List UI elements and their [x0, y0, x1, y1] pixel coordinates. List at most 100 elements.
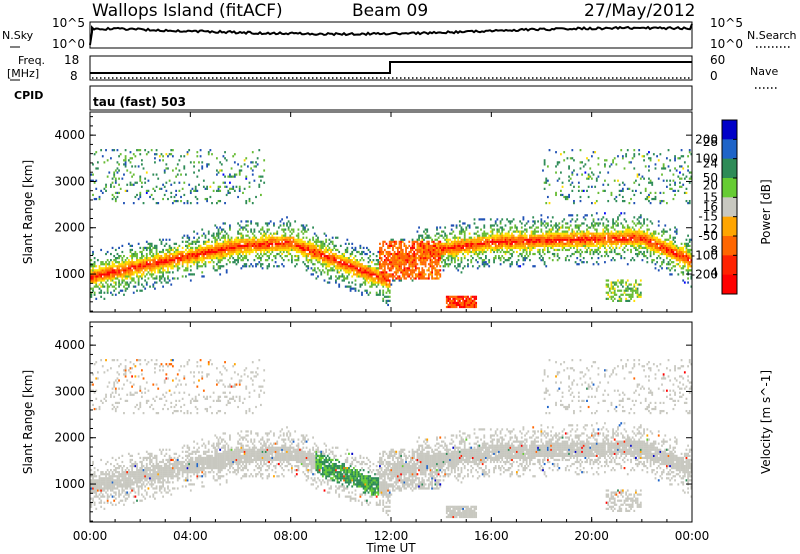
- echo-cell: [605, 240, 608, 243]
- echo-cell: [260, 257, 262, 260]
- echo-cell: [220, 254, 223, 258]
- echo-cell: [594, 240, 597, 243]
- echo-cell: [519, 240, 522, 243]
- echo-cell: [375, 277, 378, 280]
- echo-cell: [514, 230, 517, 233]
- echo-cell: [100, 277, 103, 280]
- echo-cell: [305, 265, 308, 268]
- echo-cell: [387, 259, 389, 262]
- echo-cell: [140, 259, 143, 262]
- echo-cell: [507, 232, 510, 235]
- echo-cell: [623, 167, 626, 170]
- echo-cell: [256, 222, 259, 225]
- echo-cell: [566, 226, 569, 229]
- echo-cell: [176, 269, 179, 272]
- echo-cell: [367, 273, 370, 276]
- echo-cell: [90, 271, 93, 274]
- echo-cell: [370, 273, 373, 276]
- echo-cell: [207, 153, 210, 156]
- echo-cell: [325, 261, 328, 264]
- echo-cell: [300, 230, 303, 233]
- echo-cell: [163, 171, 166, 174]
- echo-cell: [610, 230, 613, 233]
- echo-cell: [145, 259, 148, 262]
- echo-cell: [162, 259, 164, 262]
- echo-cell: [388, 240, 391, 243]
- echo-cell: [617, 285, 619, 288]
- echo-cell: [233, 240, 236, 243]
- echo-cell: [370, 277, 373, 280]
- echo-cell: [485, 232, 487, 235]
- echo-cell: [139, 275, 142, 278]
- echo-cell: [610, 244, 613, 247]
- echo-cell: [356, 275, 359, 278]
- echo-cell: [613, 242, 616, 245]
- echo-cell: [564, 257, 567, 260]
- echo-cell: [220, 250, 223, 254]
- echo-cell: [385, 261, 388, 264]
- echo-cell: [155, 265, 158, 268]
- echo-cell: [118, 163, 120, 166]
- echo-cell: [136, 193, 138, 197]
- echo-cell: [553, 238, 556, 241]
- echo-cell: [483, 218, 486, 221]
- echo-cell: [140, 254, 143, 258]
- echo-cell: [488, 240, 491, 243]
- echo-cell: [168, 257, 171, 260]
- echo-cell: [304, 240, 306, 243]
- echo-cell: [313, 263, 316, 266]
- echo-cell: [175, 257, 178, 260]
- echo-cell: [194, 189, 197, 192]
- echo-cell: [447, 295, 450, 298]
- echo-cell: [589, 240, 592, 243]
- echo-cell: [537, 250, 539, 254]
- echo-cell: [608, 287, 611, 290]
- echo-cell: [230, 248, 233, 252]
- echo-cell: [506, 234, 509, 237]
- echo-cell: [163, 193, 166, 197]
- echo-cell: [123, 173, 125, 176]
- echo-cell: [222, 252, 225, 256]
- echo-cell: [356, 250, 359, 254]
- echo-cell: [160, 281, 163, 284]
- echo-cell: [361, 263, 363, 266]
- echo-cell: [411, 263, 414, 266]
- echo-cell: [300, 240, 303, 243]
- echo-cell: [318, 261, 321, 264]
- echo-cell: [264, 236, 267, 239]
- echo-cell: [142, 167, 145, 170]
- echo-cell: [136, 289, 138, 292]
- echo-cell: [436, 275, 438, 278]
- echo-cell: [361, 271, 363, 274]
- echo-cell: [628, 234, 631, 237]
- echo-cell: [467, 224, 469, 227]
- echo-cell: [287, 240, 290, 243]
- echo-cell: [152, 285, 155, 288]
- echo-cell: [369, 273, 372, 276]
- echo-cell: [542, 257, 544, 260]
- echo-cell: [385, 273, 388, 276]
- echo-cell: [171, 149, 174, 152]
- echo-cell: [540, 259, 543, 262]
- echo-cell: [457, 252, 460, 256]
- echo-cell: [481, 252, 484, 256]
- echo-cell: [589, 248, 592, 252]
- echo-cell: [312, 248, 314, 252]
- echo-cell: [455, 267, 458, 270]
- echo-cell: [551, 240, 554, 243]
- echo-cell: [427, 263, 430, 266]
- echo-cell: [615, 230, 618, 233]
- echo-cell: [268, 222, 270, 225]
- echo-cell: [198, 259, 200, 262]
- echo-cell: [498, 248, 500, 252]
- echo-cell: [560, 189, 562, 192]
- echo-cell: [165, 248, 168, 252]
- echo-cell: [610, 234, 613, 237]
- echo-cell: [418, 269, 420, 272]
- echo-cell: [540, 238, 543, 241]
- echo-cell: [127, 285, 130, 288]
- echo-cell: [198, 244, 200, 247]
- echo-cell: [168, 265, 171, 268]
- echo-cell: [626, 226, 629, 229]
- echo-cell: [302, 242, 305, 245]
